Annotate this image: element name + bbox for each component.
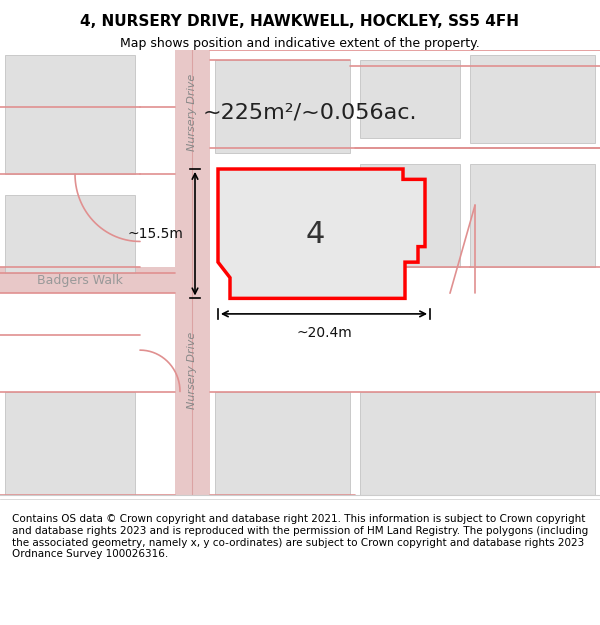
- Polygon shape: [218, 169, 425, 298]
- Bar: [470, 55, 595, 143]
- Bar: [215, 391, 350, 495]
- Text: Contains OS data © Crown copyright and database right 2021. This information is : Contains OS data © Crown copyright and d…: [12, 514, 588, 559]
- Bar: [5, 55, 135, 174]
- Bar: [0, 268, 175, 293]
- Text: ~225m²/~0.056ac.: ~225m²/~0.056ac.: [203, 102, 417, 122]
- Bar: [470, 164, 595, 268]
- Text: 4: 4: [305, 220, 325, 249]
- Text: ~20.4m: ~20.4m: [296, 326, 352, 341]
- Bar: [215, 61, 350, 154]
- Text: Nursery Drive: Nursery Drive: [187, 332, 197, 409]
- Bar: [360, 164, 460, 268]
- Bar: [5, 195, 135, 272]
- Bar: [5, 391, 135, 495]
- Bar: [360, 391, 595, 495]
- Text: Nursery Drive: Nursery Drive: [187, 74, 197, 151]
- Bar: [360, 61, 460, 138]
- Text: 4, NURSERY DRIVE, HAWKWELL, HOCKLEY, SS5 4FH: 4, NURSERY DRIVE, HAWKWELL, HOCKLEY, SS5…: [80, 14, 520, 29]
- FancyBboxPatch shape: [175, 50, 210, 495]
- Text: ~15.5m: ~15.5m: [127, 227, 183, 241]
- Text: Map shows position and indicative extent of the property.: Map shows position and indicative extent…: [120, 38, 480, 51]
- Text: Badgers Walk: Badgers Walk: [37, 274, 123, 288]
